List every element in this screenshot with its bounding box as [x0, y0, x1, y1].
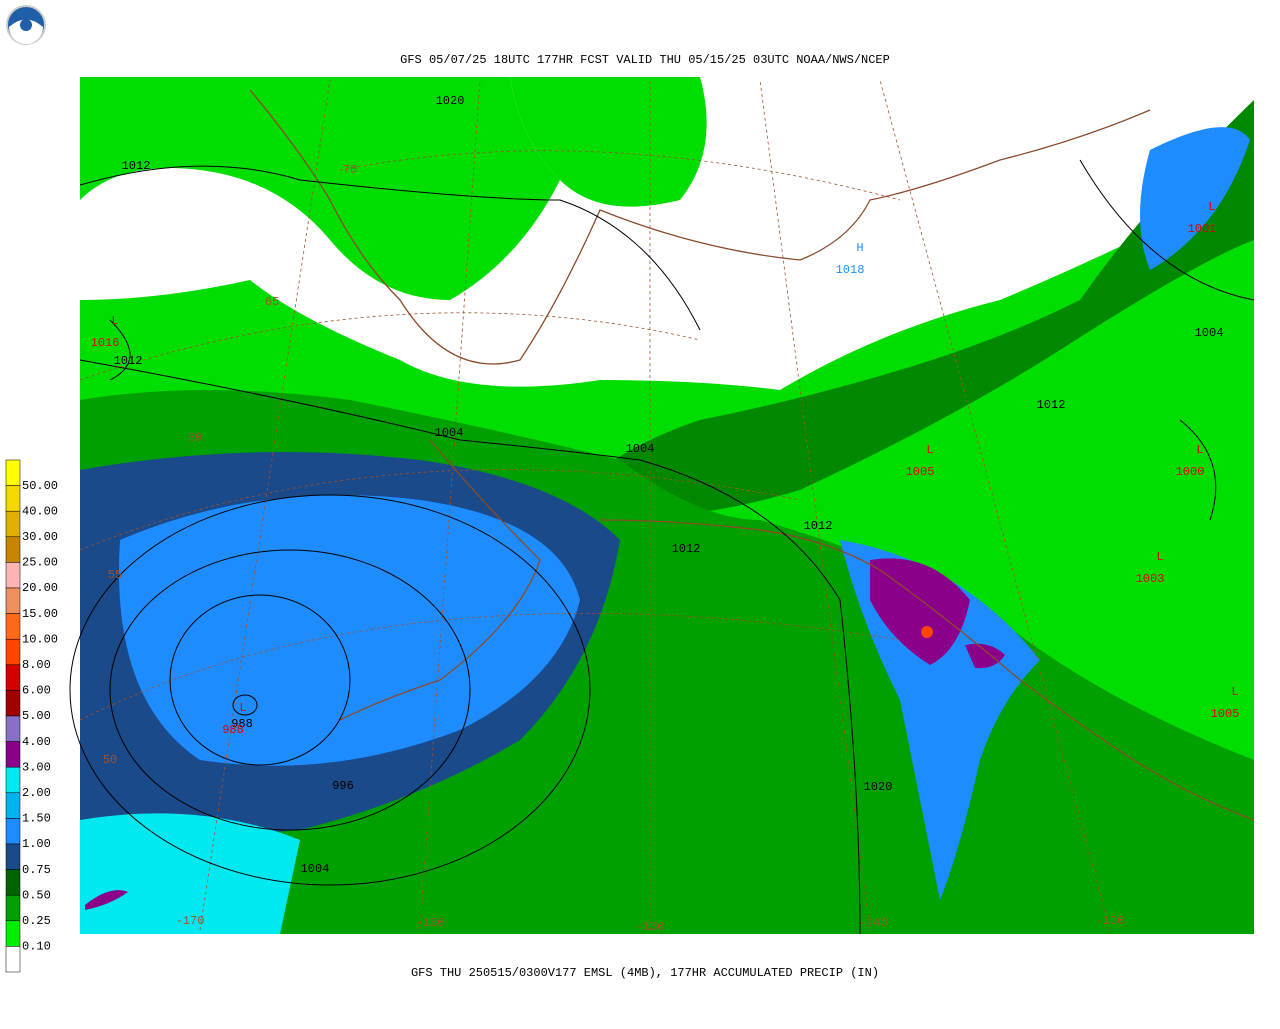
pressure-center-symbol: L [1196, 443, 1203, 457]
isobar-label: 1020 [864, 780, 893, 794]
map-labels: 1020101210121004100410121012101210049889… [91, 94, 1240, 934]
pressure-center-value: 1001 [1188, 222, 1217, 236]
legend-swatch [5, 638, 21, 666]
isobar-label: 1004 [435, 426, 464, 440]
graticule-label: -150 [636, 920, 665, 934]
graticule-label: -130 [1096, 914, 1125, 928]
legend-swatch [5, 536, 21, 563]
legend: 50.00 40.00 30.00 25.00 20.00 15.00 10.00 8.00 6… [5, 459, 58, 973]
legend-swatch [5, 459, 21, 486]
isobar-label: 1012 [672, 542, 701, 556]
pressure-center-symbol: L [926, 443, 933, 457]
legend-label: 0.10 [22, 940, 51, 954]
legend-label: 3.00 [22, 760, 51, 774]
legend-label: 5.00 [22, 709, 51, 723]
isobar-label: 1004 [301, 862, 330, 876]
legend-label: 25.00 [22, 556, 58, 570]
legend-label: 15.00 [22, 607, 58, 621]
pressure-center-symbol: L [1156, 550, 1163, 564]
graticule-label: -170 [176, 914, 205, 928]
noaa-logo [6, 5, 46, 45]
isobar-label: 996 [332, 779, 354, 793]
pressure-center-value: 1018 [836, 263, 865, 277]
isobar-label: 988 [231, 717, 253, 731]
legend-label: 2.00 [22, 786, 51, 800]
pressure-center-value: 988 [222, 723, 244, 737]
pressure-center-symbol: H [856, 241, 863, 255]
legend-label: 0.25 [22, 914, 51, 928]
legend-swatch [5, 843, 21, 870]
isobar-label: 1012 [1037, 398, 1066, 412]
graticule-label: -180 [416, 916, 445, 930]
graticule-label: 55 [108, 568, 122, 582]
legend-label: 1.50 [22, 812, 51, 826]
legend-swatch [5, 690, 21, 717]
map-caption: GFS THU 250515/0300V177 EMSL (4MB), 177H… [411, 966, 879, 980]
pressure-center-value: 1003 [1136, 572, 1165, 586]
legend-swatch [5, 741, 21, 768]
graticule-label: -140 [859, 916, 888, 930]
legend-label: 50.00 [22, 479, 58, 493]
legend-label: 0.50 [22, 888, 51, 902]
pressure-center-value: 1005 [906, 465, 935, 479]
legend-swatch [5, 510, 21, 538]
map [69, 77, 1255, 935]
legend-swatch [5, 920, 21, 947]
graticule-label: 50 [103, 753, 117, 767]
pressure-center-value: 1005 [1211, 707, 1240, 721]
legend-label: 0.75 [22, 863, 51, 877]
legend-label: 6.00 [22, 684, 51, 698]
legend-swatch [5, 792, 21, 819]
legend-swatch [5, 894, 21, 922]
legend-label: 10.00 [22, 632, 58, 646]
legend-label: 8.00 [22, 658, 51, 672]
legend-swatch [5, 562, 21, 589]
legend-label: 40.00 [22, 504, 58, 518]
isobar-label: 1012 [122, 159, 151, 173]
legend-swatch [5, 664, 21, 691]
isobar-label: 1012 [114, 354, 143, 368]
legend-swatch [5, 485, 21, 512]
pressure-center-symbol: L [239, 701, 246, 715]
legend-swatch [5, 869, 21, 896]
pressure-center-symbol: L [111, 314, 118, 328]
pressure-center-symbol: L [1208, 200, 1215, 214]
isobar-label: 1004 [626, 442, 655, 456]
graticule-label: 70 [343, 163, 357, 177]
legend-swatch [5, 818, 21, 845]
graticule-label: 65 [265, 295, 279, 309]
pressure-center-symbol: L [1231, 685, 1238, 699]
legend-label: 30.00 [22, 530, 58, 544]
isobar-label: 1004 [1195, 326, 1224, 340]
isobar-label: 1020 [436, 94, 465, 108]
legend-label: 20.00 [22, 581, 58, 595]
legend-swatch [5, 946, 21, 973]
legend-label: 1.00 [22, 837, 51, 851]
pressure-center-value: 1000 [1176, 465, 1205, 479]
legend-swatch [5, 766, 21, 794]
pressure-center-value: 1016 [91, 336, 120, 350]
map-title: GFS 05/07/25 18UTC 177HR FCST VALID THU … [400, 53, 890, 67]
legend-label: 4.00 [22, 735, 51, 749]
legend-swatch [5, 587, 21, 614]
isobar-label: 1012 [804, 519, 833, 533]
legend-swatch [5, 715, 21, 742]
legend-swatch [5, 613, 21, 640]
graticule-label: 60 [188, 431, 202, 445]
